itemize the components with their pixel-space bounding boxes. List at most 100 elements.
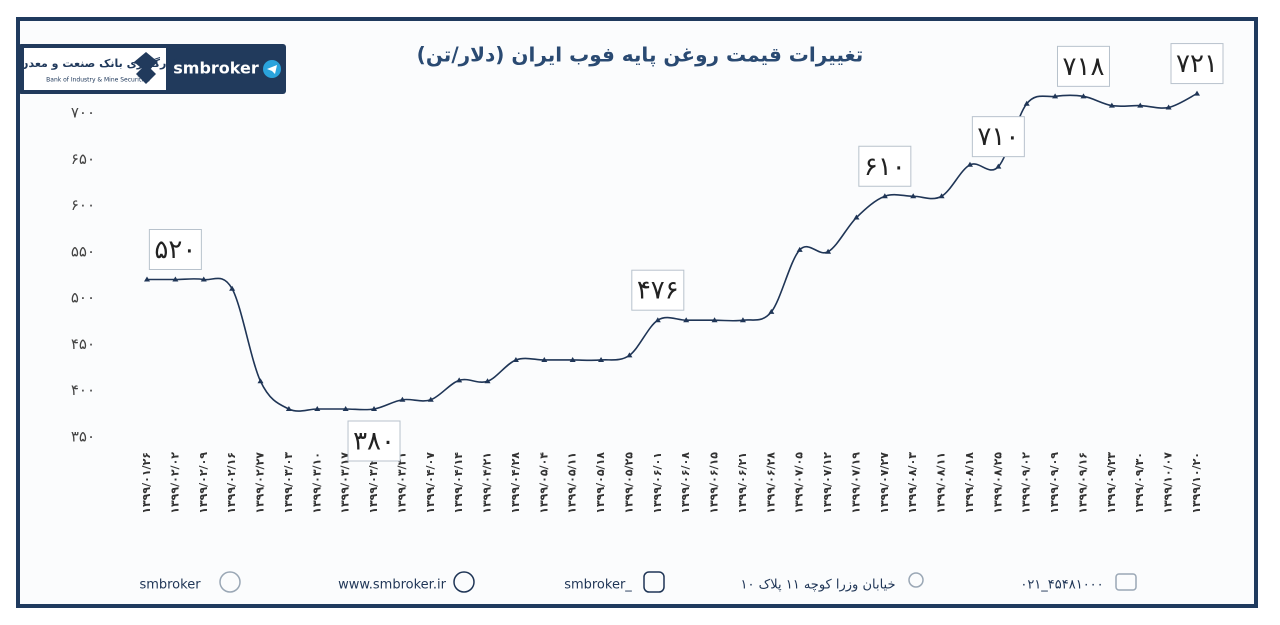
y-tick-label: ۴۰۰ xyxy=(71,381,95,399)
x-tick-label: ۱۳۹۹/۰۳/۲۴ xyxy=(367,452,380,514)
telegram-glyph xyxy=(267,65,277,74)
value-label: ۷۱۸ xyxy=(1063,52,1105,82)
x-tick-label: ۱۳۹۹/۰۶/۲۸ xyxy=(764,452,777,514)
point xyxy=(1108,102,1115,108)
point xyxy=(512,356,519,362)
y-tick-label: ۷۰۰ xyxy=(71,104,95,122)
point xyxy=(825,248,832,254)
chart-title: تغییرات قیمت روغن پایه فوب ایران (دلار/ت… xyxy=(417,43,864,68)
x-tick-label: ۱۳۹۹/۰۴/۲۱ xyxy=(481,452,494,514)
point xyxy=(768,308,775,314)
point xyxy=(257,378,264,384)
x-tick-label: ۱۳۹۹/۰۹/۱۶ xyxy=(1076,452,1089,514)
logo-name: smbroker xyxy=(173,59,259,78)
value-label-box xyxy=(347,420,401,462)
plot: ۳۵۰ ۴۰۰ ۴۵۰ ۵۰۰ ۵۵۰ ۶۰۰ ۶۵۰ ۷۰۰ ۱۳۹۹/۰۱/۲۶ ۱۳۹۹/۰… xyxy=(71,43,1224,514)
footer-telegram-icon xyxy=(219,571,241,593)
x-tick-label: ۱۳۹۹/۱۰/۲۰ xyxy=(1190,452,1203,514)
value-label-box xyxy=(1056,45,1110,87)
x-tick-label: ۱۳۹۹/۰۵/۲۵ xyxy=(622,452,635,514)
point xyxy=(1137,102,1144,108)
x-tick-label: ۱۳۹۹/۰۲/۱۶ xyxy=(225,452,238,514)
point xyxy=(569,356,576,362)
footer-phone: ۰۲۱_۴۵۴۸۱۰۰۰ xyxy=(1020,578,1103,593)
point xyxy=(229,285,236,291)
footer-instagram-icon xyxy=(643,571,665,593)
x-tick-label: ۱۳۹۹/۰۵/۱۸ xyxy=(594,452,607,514)
point xyxy=(910,193,917,199)
value-label: ۶۱۰ xyxy=(864,152,906,182)
point xyxy=(598,356,605,362)
point xyxy=(1052,93,1059,99)
x-tick-label: ۱۳۹۹/۰۶/۰۱ xyxy=(651,452,664,514)
point xyxy=(938,193,945,199)
value-label-box xyxy=(148,229,202,270)
x-tick-label: ۱۳۹۹/۰۲/۰۹ xyxy=(197,452,210,514)
point xyxy=(371,406,378,411)
x-tick-label: ۱۳۹۹/۰۸/۱۸ xyxy=(963,452,976,514)
point xyxy=(200,276,207,282)
value-label: ۴۷۶ xyxy=(637,276,679,306)
point xyxy=(456,377,463,383)
point xyxy=(881,193,888,199)
point xyxy=(342,406,349,411)
x-tick-label: ۱۳۹۹/۰۴/۱۴ xyxy=(452,452,465,514)
point xyxy=(626,352,633,358)
footer-phone-icon xyxy=(1115,573,1137,591)
value-label-box xyxy=(971,116,1025,158)
x-tick-label: ۱۳۹۹/۰۳/۳۱ xyxy=(395,452,408,514)
x-tick-label: ۱۳۹۹/۰۴/۰۷ xyxy=(424,452,437,514)
x-tick-label: ۱۳۹۹/۰۸/۲۵ xyxy=(991,452,1004,514)
x-tick-label: ۱۳۹۹/۰۷/۱۹ xyxy=(849,452,862,514)
value-label-box xyxy=(858,145,912,187)
x-tick-label: ۱۳۹۹/۰۵/۰۴ xyxy=(537,452,550,514)
point xyxy=(966,161,973,167)
point xyxy=(796,246,803,252)
point xyxy=(144,276,150,282)
point xyxy=(541,356,548,362)
logo-en: Bank of Industry & Mine Securities xyxy=(46,77,150,84)
x-tick-label: ۱۳۹۹/۰۷/۰۵ xyxy=(793,452,806,514)
y-tick-label: ۶۵۰ xyxy=(71,150,95,168)
x-tick-label: ۱۳۹۹/۰۲/۰۲ xyxy=(168,452,181,514)
x-tick-label: ۱۳۹۹/۰۹/۰۹ xyxy=(1048,452,1061,514)
point xyxy=(314,406,321,411)
footer-web-icon xyxy=(453,571,475,593)
point xyxy=(711,317,718,323)
x-tick-label: ۱۳۹۹/۰۶/۲۱ xyxy=(736,452,749,514)
x-tick-label: ۱۳۹۹/۰۳/۰۳ xyxy=(282,452,295,514)
x-tick-label: ۱۳۹۹/۰۸/۰۳ xyxy=(906,452,919,514)
point xyxy=(285,406,292,411)
point xyxy=(427,396,434,402)
point xyxy=(1080,93,1087,99)
x-tick-label: ۱۳۹۹/۰۵/۱۱ xyxy=(566,452,579,514)
x-tick-label: ۱۳۹۹/۱۰/۰۷ xyxy=(1162,452,1175,514)
x-tick-label: ۱۳۹۹/۰۹/۲۳ xyxy=(1105,452,1118,514)
x-tick-label: ۱۳۹۹/۰۳/۱۰ xyxy=(310,452,323,514)
footer-telegram: smbroker xyxy=(139,578,201,593)
point xyxy=(683,317,690,323)
point xyxy=(995,163,1002,169)
y-tick-label: ۵۰۰ xyxy=(71,289,95,307)
x-tick-label: ۱۳۹۹/۰۶/۰۸ xyxy=(679,452,692,514)
footer-instagram: smbroker_ xyxy=(564,578,632,593)
point xyxy=(853,214,860,220)
point xyxy=(1165,104,1172,110)
point xyxy=(654,317,661,323)
x-tick-label: ۱۳۹۹/۰۱/۲۶ xyxy=(140,452,153,514)
logo: کارگزاری بانک صنعت و معدن Bank of Indust… xyxy=(18,44,286,94)
y-tick-label: ۴۵۰ xyxy=(71,335,95,353)
value-label: ۷۲۱ xyxy=(1176,49,1218,79)
x-tick-label: ۱۳۹۹/۰۷/۱۲ xyxy=(821,452,834,514)
point xyxy=(172,276,179,282)
x-tick-label: ۱۳۹۹/۰۹/۳۰ xyxy=(1133,452,1146,514)
value-label: ۵۲۰ xyxy=(154,235,196,265)
x-tick-label: ۱۳۹۹/۰۸/۱۱ xyxy=(935,452,948,514)
point xyxy=(399,396,406,402)
y-tick-label: ۵۵۰ xyxy=(71,242,95,260)
logo-icon xyxy=(134,52,158,84)
x-tick-label: ۱۳۹۹/۰۹/۰۲ xyxy=(1020,452,1033,514)
x-tick-label: ۱۳۹۹/۰۲/۲۷ xyxy=(254,452,267,514)
value-label-box xyxy=(631,269,685,311)
